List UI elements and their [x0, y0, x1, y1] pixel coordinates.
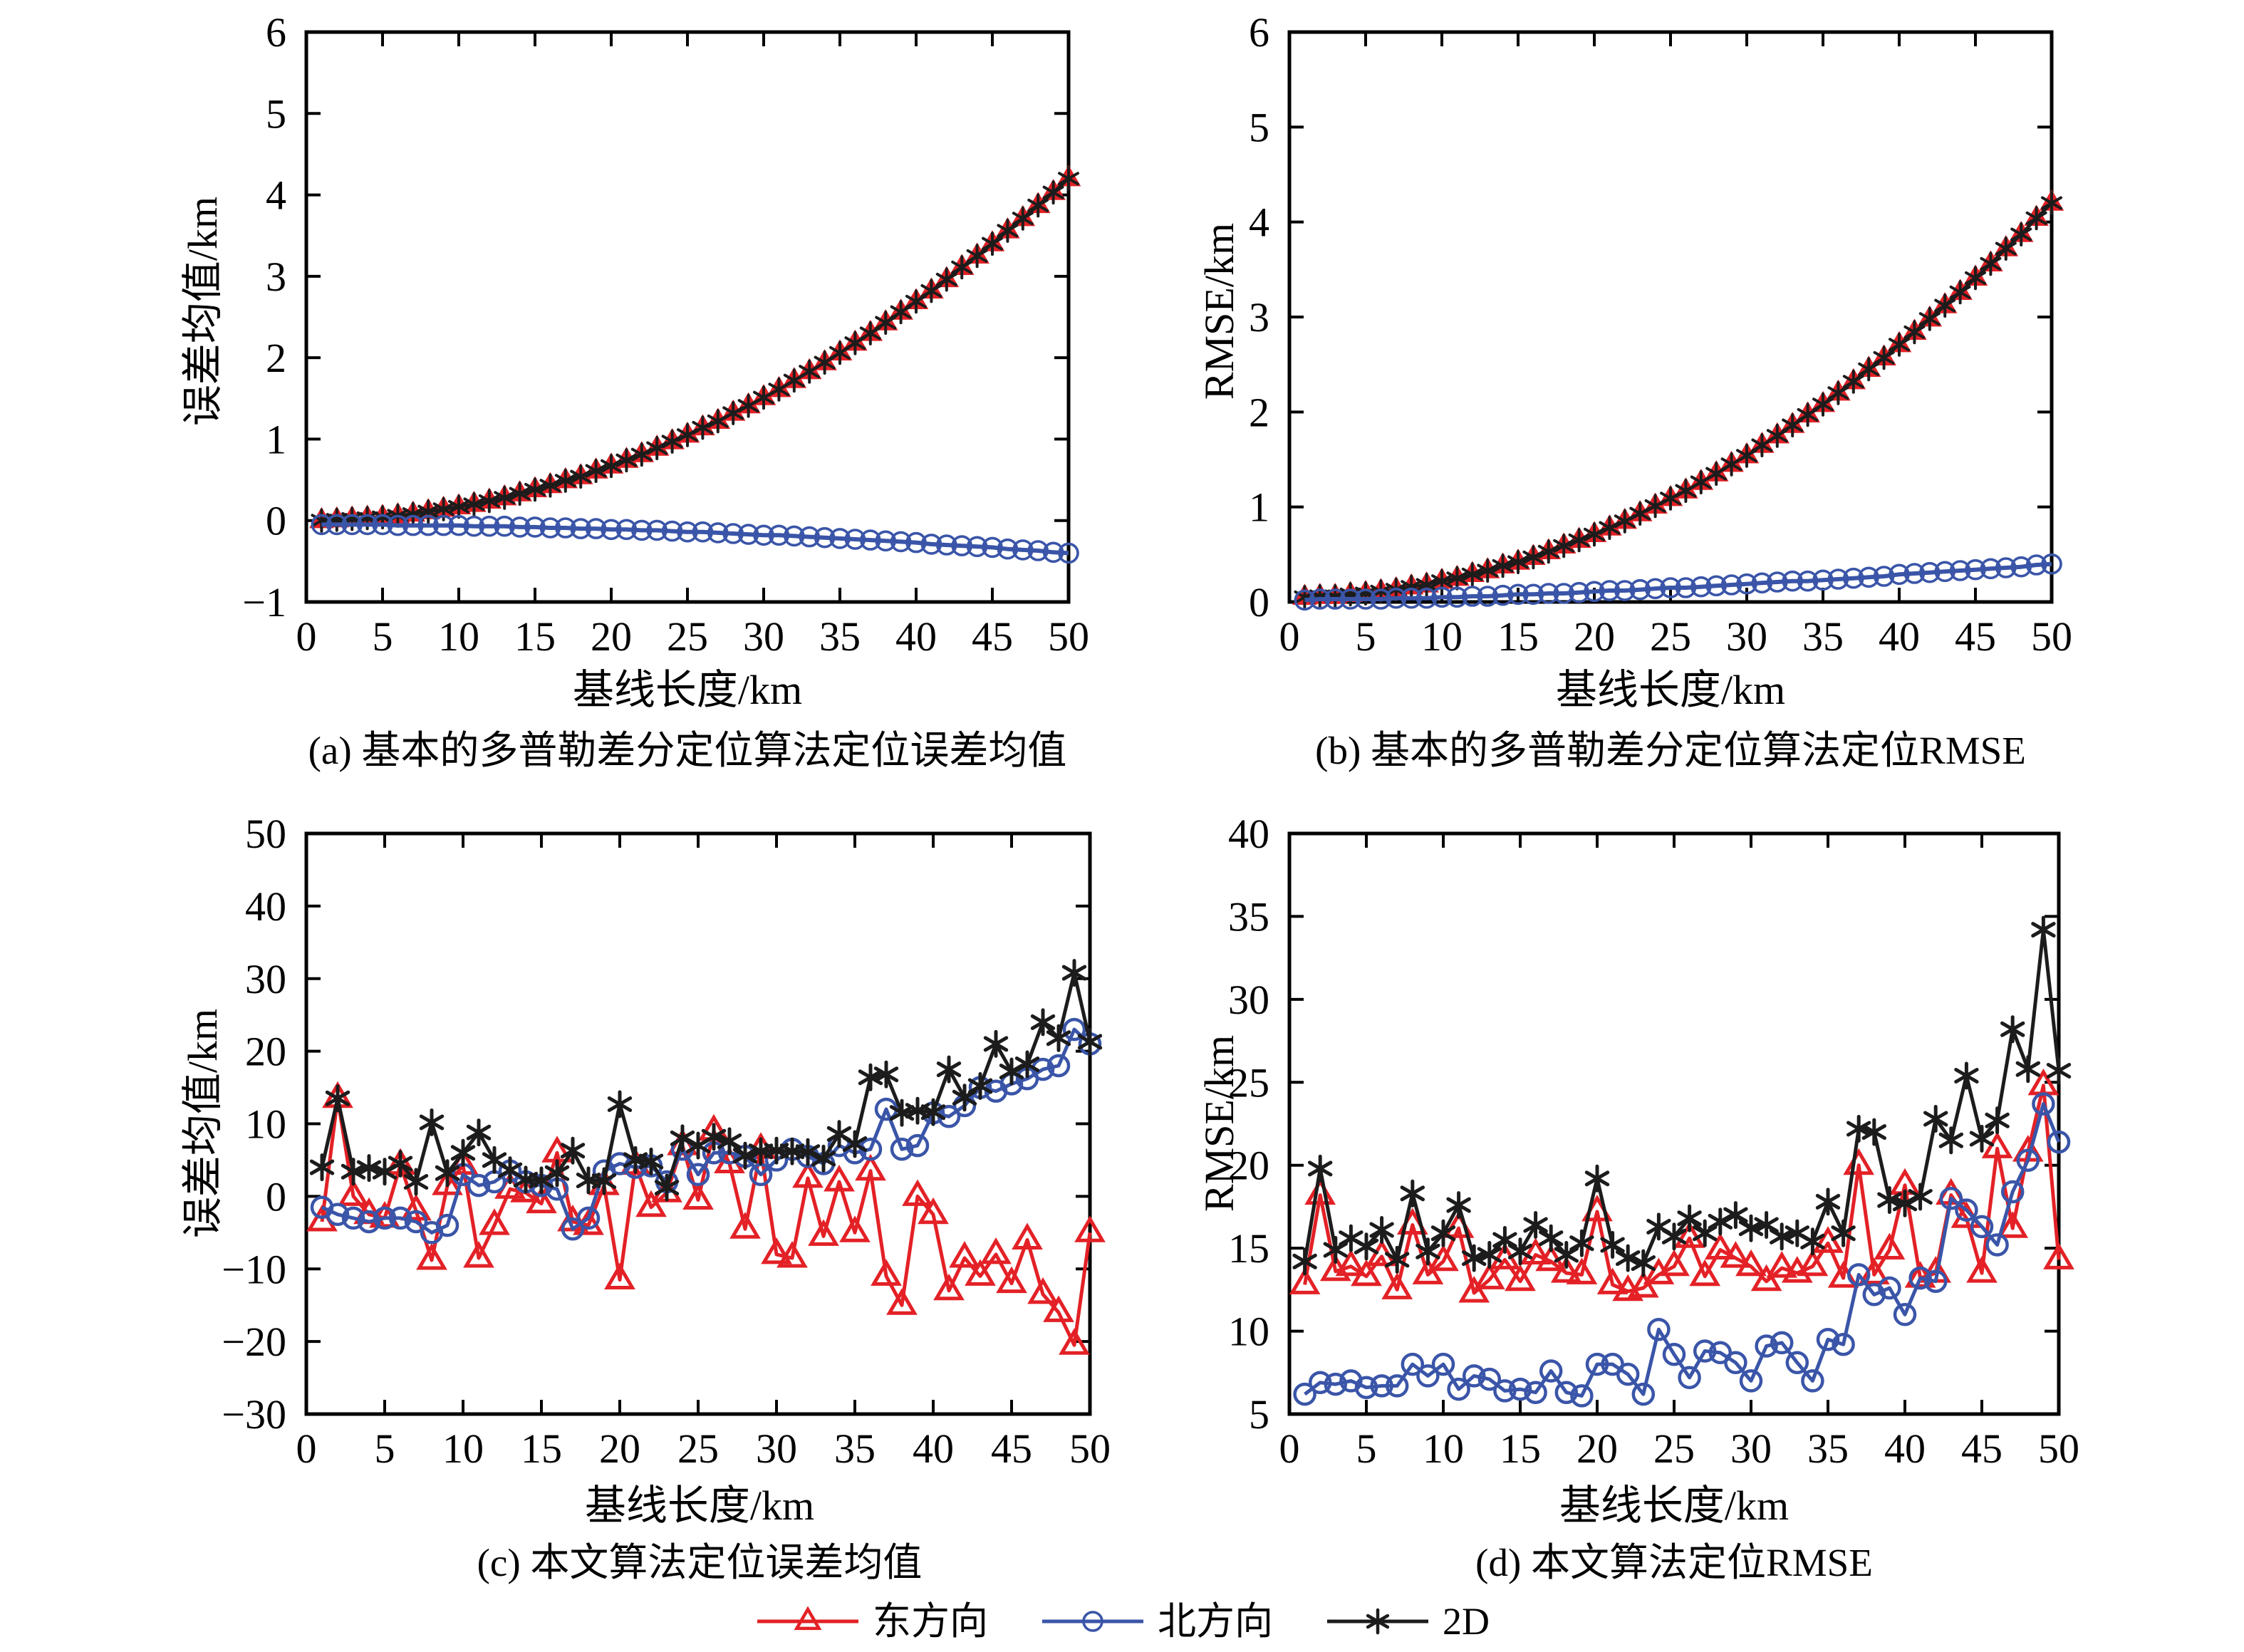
panel-d-caption: (d) 本文算法定位RMSE	[1475, 1541, 1873, 1584]
panel-c-chart: 0 5 10 15 20 25 30 35 40 45 50 −30 −20 −10 0 10 20 30 40 50	[222, 812, 1111, 1472]
svg-text:5: 5	[1249, 1391, 1269, 1438]
legend-item-north: 北方向	[1039, 1594, 1273, 1648]
svg-text:20: 20	[1228, 1143, 1269, 1189]
svg-text:45: 45	[972, 613, 1013, 660]
svg-text:0: 0	[266, 1173, 286, 1220]
svg-text:0: 0	[296, 1425, 317, 1472]
svg-text:5: 5	[1356, 613, 1376, 660]
legend-label-east: 东方向	[873, 1600, 988, 1643]
svg-text:40: 40	[1879, 613, 1920, 660]
svg-text:25: 25	[1650, 613, 1691, 660]
svg-text:5: 5	[1356, 1425, 1377, 1472]
svg-text:10: 10	[1228, 1309, 1269, 1355]
svg-text:30: 30	[1726, 613, 1767, 660]
svg-text:5: 5	[266, 90, 286, 137]
svg-text:1: 1	[1249, 484, 1269, 531]
legend-item-east: 东方向	[754, 1594, 988, 1648]
2d-asterisk-line-icon	[1327, 1608, 1428, 1635]
svg-text:0: 0	[266, 498, 286, 544]
panel-a-xlabel: 基线长度/km	[572, 667, 803, 713]
svg-text:25: 25	[1653, 1425, 1695, 1472]
svg-text:10: 10	[1423, 1425, 1464, 1472]
svg-text:30: 30	[743, 613, 784, 660]
svg-text:45: 45	[1955, 613, 1996, 660]
svg-text:−10: −10	[222, 1246, 286, 1292]
svg-text:6: 6	[1249, 11, 1269, 56]
svg-text:1: 1	[266, 416, 286, 462]
svg-text:30: 30	[756, 1425, 797, 1472]
svg-text:40: 40	[913, 1425, 954, 1472]
svg-text:15: 15	[1500, 1425, 1541, 1472]
svg-text:45: 45	[991, 1425, 1032, 1472]
svg-text:10: 10	[442, 1425, 484, 1472]
svg-text:15: 15	[1228, 1225, 1269, 1272]
svg-text:50: 50	[2031, 613, 2072, 660]
svg-text:2: 2	[266, 335, 286, 381]
legend: 东方向 北方向 2D	[0, 1594, 2244, 1648]
panel-a-caption: (a) 基本的多普勒差分定位算法定位误差均值	[308, 729, 1067, 772]
svg-text:2: 2	[1249, 389, 1269, 435]
svg-text:30: 30	[245, 956, 286, 1002]
legend-label-2d: 2D	[1443, 1600, 1490, 1643]
panel-c-caption: (c) 本文算法定位误差均值	[477, 1541, 923, 1584]
svg-text:0: 0	[1279, 613, 1300, 660]
svg-text:15: 15	[1497, 613, 1539, 660]
svg-text:35: 35	[834, 1425, 876, 1472]
svg-text:40: 40	[1884, 1425, 1926, 1472]
svg-text:10: 10	[245, 1101, 286, 1148]
svg-text:5: 5	[375, 1425, 395, 1472]
svg-text:40: 40	[245, 883, 286, 930]
svg-text:5: 5	[1249, 104, 1269, 150]
svg-text:20: 20	[1576, 1425, 1618, 1472]
svg-text:4: 4	[266, 172, 286, 219]
svg-text:50: 50	[245, 812, 286, 857]
svg-text:5: 5	[373, 613, 393, 660]
svg-text:40: 40	[895, 613, 937, 660]
svg-text:35: 35	[1807, 1425, 1849, 1472]
panel-d-xlabel: 基线长度/km	[1559, 1482, 1790, 1529]
legend-item-2d: 2D	[1324, 1594, 1490, 1648]
svg-text:30: 30	[1228, 977, 1269, 1023]
svg-text:6: 6	[266, 11, 286, 56]
svg-text:10: 10	[438, 613, 479, 660]
svg-text:15: 15	[521, 1425, 562, 1472]
svg-text:25: 25	[677, 1425, 719, 1472]
svg-text:0: 0	[296, 613, 317, 660]
svg-text:50: 50	[2038, 1425, 2079, 1472]
svg-text:3: 3	[1249, 294, 1269, 341]
svg-text:40: 40	[1228, 812, 1269, 857]
svg-text:0: 0	[1249, 579, 1269, 625]
svg-text:4: 4	[1249, 199, 1269, 246]
svg-text:50: 50	[1048, 613, 1089, 660]
svg-text:25: 25	[1228, 1059, 1269, 1106]
svg-text:15: 15	[514, 613, 556, 660]
svg-text:10: 10	[1421, 613, 1463, 660]
svg-text:20: 20	[591, 613, 632, 660]
svg-text:0: 0	[1279, 1425, 1300, 1472]
svg-text:25: 25	[667, 613, 708, 660]
svg-text:−20: −20	[222, 1319, 286, 1365]
svg-text:3: 3	[266, 254, 286, 300]
svg-text:35: 35	[1228, 893, 1269, 940]
svg-text:30: 30	[1730, 1425, 1772, 1472]
svg-text:20: 20	[245, 1029, 286, 1075]
north-circle-line-icon	[1042, 1611, 1143, 1632]
svg-text:−1: −1	[242, 579, 286, 625]
svg-text:20: 20	[1574, 613, 1615, 660]
panel-b-xlabel: 基线长度/km	[1555, 667, 1786, 713]
panel-c-xlabel: 基线长度/km	[584, 1482, 815, 1529]
svg-text:−30: −30	[222, 1391, 286, 1438]
panel-b-caption: (b) 基本的多普勒差分定位算法定位RMSE	[1315, 729, 2026, 772]
svg-text:35: 35	[819, 613, 861, 660]
legend-label-north: 北方向	[1158, 1600, 1273, 1643]
east-triangle-line-icon	[757, 1606, 858, 1631]
svg-text:50: 50	[1069, 1425, 1111, 1472]
svg-text:20: 20	[599, 1425, 640, 1472]
svg-text:35: 35	[1802, 613, 1844, 660]
svg-text:45: 45	[1961, 1425, 2003, 1472]
